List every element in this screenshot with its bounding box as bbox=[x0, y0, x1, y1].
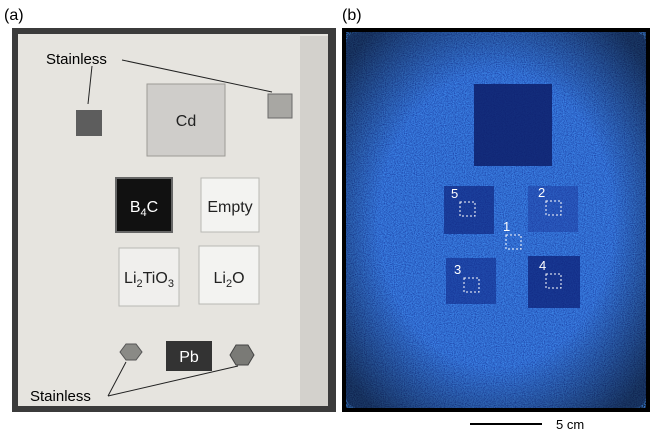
label-text: Li bbox=[213, 270, 225, 287]
sample-label: Empty bbox=[207, 199, 252, 216]
panel-label: (b) bbox=[342, 7, 362, 24]
panel-label: (a) bbox=[4, 7, 24, 24]
annotation: Stainless bbox=[30, 388, 91, 405]
marker-label: 3 bbox=[454, 262, 461, 277]
annotation: Stainless bbox=[46, 51, 107, 68]
marker-label: 5 bbox=[451, 186, 458, 201]
marker-label: 2 bbox=[538, 185, 545, 200]
image-b bbox=[342, 28, 650, 412]
figure: (a) Stainless Stainless Cd B 4 C Empty Li 2 TiO… bbox=[0, 0, 652, 439]
photo-a bbox=[12, 28, 336, 412]
label-text: TiO bbox=[143, 270, 168, 287]
scale-label: 5 cm bbox=[556, 417, 584, 432]
label-text: C bbox=[147, 199, 159, 216]
label-text: Empty bbox=[207, 199, 252, 216]
label-text: Cd bbox=[176, 113, 196, 130]
label-text: Pb bbox=[179, 349, 199, 366]
label-text: O bbox=[232, 270, 244, 287]
marker-label: 1 bbox=[503, 219, 510, 234]
label-text: B bbox=[130, 199, 141, 216]
label-text: Li bbox=[124, 270, 136, 287]
sample-label: Pb bbox=[179, 349, 199, 366]
sample-label: Cd bbox=[176, 113, 196, 130]
marker-label: 4 bbox=[539, 258, 546, 273]
subscript: 3 bbox=[168, 278, 174, 290]
